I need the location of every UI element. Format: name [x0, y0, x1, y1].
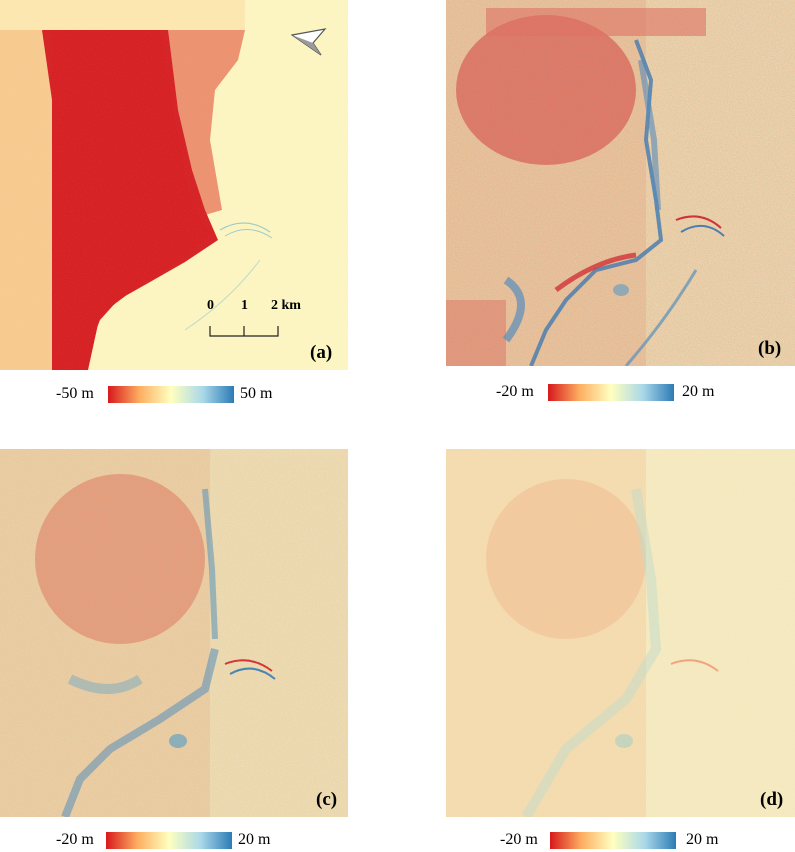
- colorbar-a-min: -50 m: [56, 385, 94, 402]
- panel-c-map: (c): [0, 449, 348, 817]
- colorbar-b-min: -20 m: [496, 383, 534, 400]
- colorbar-c-gradient: [106, 832, 232, 849]
- panel-d-image: [446, 449, 795, 817]
- panel-b-map: (b): [446, 0, 795, 366]
- colorbar-d-min: -20 m: [500, 831, 538, 848]
- colorbar-b-gradient: [548, 384, 674, 401]
- colorbar-d: -20 m 20 m: [500, 830, 740, 852]
- panel-a-image: [0, 0, 348, 370]
- scale-tick-2: 2 km: [271, 298, 301, 313]
- scale-tick-1: 1: [241, 298, 248, 313]
- colorbar-a-gradient: [108, 386, 234, 403]
- panel-c-label: (c): [316, 789, 338, 810]
- colorbar-c: -20 m 20 m: [56, 830, 296, 852]
- colorbar-a-max: 50 m: [240, 385, 273, 402]
- panel-c-image: [0, 449, 348, 817]
- panel-b-image: [446, 0, 795, 366]
- panel-a-map: 0 1 2 km (a): [0, 0, 348, 370]
- colorbar-d-max: 20 m: [686, 831, 719, 848]
- scale-tick-0: 0: [207, 298, 214, 313]
- colorbar-b-max: 20 m: [682, 383, 715, 400]
- panel-b-label: (b): [758, 338, 782, 359]
- colorbar-b: -20 m 20 m: [496, 382, 736, 404]
- panel-a-label: (a): [310, 342, 333, 363]
- colorbar-a: -50 m 50 m: [56, 384, 296, 406]
- colorbar-d-gradient: [550, 832, 676, 849]
- north-arrow-icon: [291, 28, 327, 56]
- panel-d-map: (d): [446, 449, 795, 817]
- scale-bar: 0 1 2 km: [205, 298, 305, 342]
- colorbar-c-min: -20 m: [56, 831, 94, 848]
- colorbar-c-max: 20 m: [238, 831, 271, 848]
- scale-bar-line: [209, 326, 279, 337]
- panel-d-label: (d): [760, 789, 784, 810]
